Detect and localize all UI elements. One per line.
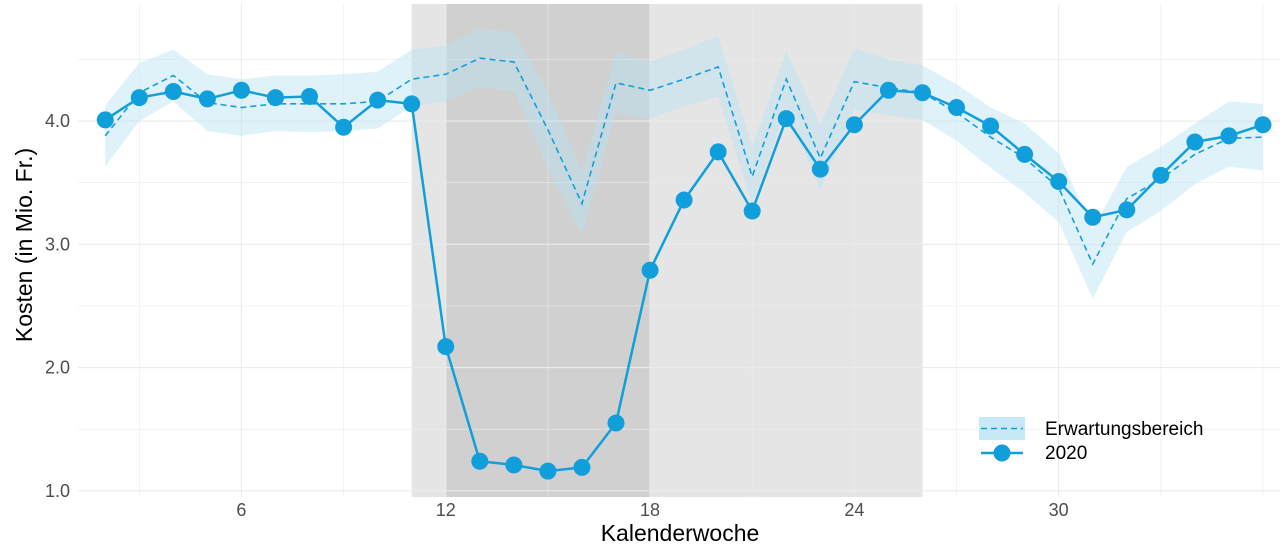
data-point-2020 [709,143,727,161]
y-tick-label: 1.0 [45,481,70,501]
data-point-2020 [913,84,931,102]
x-axis-title: Kalenderwoche [601,520,760,546]
data-point-2020 [403,95,421,113]
data-point-2020 [982,117,1000,135]
expectation-band-layer [105,28,1263,299]
data-point-2020 [573,458,591,476]
data-point-2020 [948,99,966,117]
data-point-2020 [301,87,319,105]
legend-label-2020: 2020 [1045,443,1087,464]
y-axis-ticks: 1.0 2.0 3.0 4.0 [45,111,70,501]
y-axis-title: Kosten (in Mio. Fr.) [11,148,37,342]
data-point-2020 [777,110,795,128]
data-point-2020 [641,261,659,279]
x-tick-label: 24 [844,500,864,520]
data-point-2020 [164,83,182,101]
y-tick-label: 2.0 [45,358,70,378]
x-tick-label: 6 [236,500,246,520]
expectation-band-area [105,28,1263,299]
data-point-2020 [879,81,897,99]
data-point-2020 [266,89,284,107]
data-point-2020 [607,414,625,432]
expectation-dashed-line [104,57,1264,266]
legend-key-point [993,444,1011,462]
x-tick-label: 30 [1049,500,1069,520]
data-point-2020 [130,89,148,107]
data-point-2020 [1220,127,1238,145]
y-tick-label: 3.0 [45,234,70,254]
data-point-2020 [471,452,489,470]
y-tick-label: 4.0 [45,111,70,131]
legend-label-erwartungsbereich: Erwartungsbereich [1045,419,1203,440]
data-point-2020 [96,111,114,129]
data-point-2020 [1118,201,1136,219]
legend: Erwartungsbereich 2020 [979,417,1203,464]
data-point-2020 [1186,133,1204,151]
x-tick-label: 18 [640,500,660,520]
data-point-2020 [1084,208,1102,226]
data-point-2020 [743,202,761,220]
data-point-2020 [369,91,387,109]
data-point-2020 [437,338,455,356]
grid-lines [78,4,1280,497]
series-points [96,81,1272,480]
data-point-2020 [1016,145,1034,163]
x-axis-ticks: 6 12 18 24 30 [236,500,1068,520]
data-point-2020 [1254,116,1272,134]
x-tick-label: 12 [436,500,456,520]
data-point-2020 [845,116,863,134]
data-point-2020 [232,81,250,99]
data-point-2020 [1050,172,1068,190]
data-point-2020 [335,118,353,136]
data-point-2020 [198,90,216,108]
data-point-2020 [1152,166,1170,184]
data-point-2020 [539,462,557,480]
data-point-2020 [675,191,693,209]
data-point-2020 [811,160,829,178]
data-point-2020 [505,456,523,474]
